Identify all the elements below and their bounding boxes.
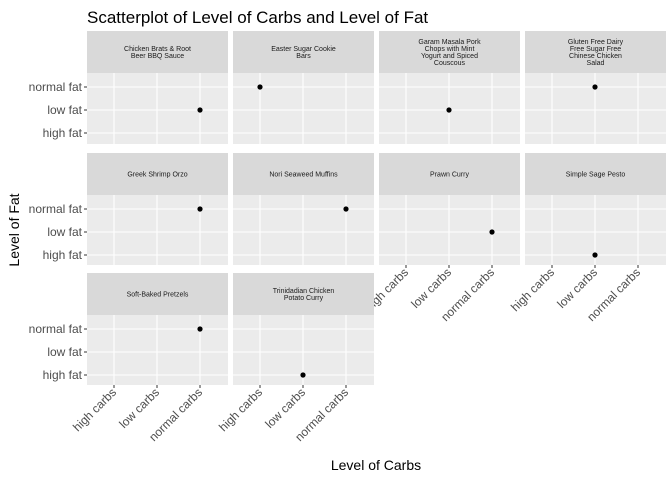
facet-strip-label: Beer BBQ Sauce [131,53,184,60]
x-axis-title: Level of Carbs [331,457,421,473]
data-point [592,252,598,258]
facet-strip-label: Salad [587,60,605,67]
facet-strip-label: Bars [296,53,311,60]
facet-strip [233,31,374,73]
y-tick-label: high fat [43,126,83,140]
facet-panel: Greek Shrimp Orzo normal fat low fat high f… [29,153,228,265]
data-point [197,326,203,332]
data-point [197,107,203,113]
facet-strip-label: Couscous [434,60,466,67]
y-tick-label: normal fat [29,202,83,216]
data-point [489,229,495,235]
y-tick-label: low fat [47,345,82,359]
chart-title: Scatterplot of Level of Carbs and Level … [87,8,428,27]
facet-strip-label: Chicken Brats & Root [124,46,191,53]
y-tick-label: normal fat [29,80,83,94]
facet-strip-label: Free Sugar Free [570,46,621,53]
facet-strip [87,153,228,195]
facet-strip-label: Gluten Free Dairy [568,39,624,46]
facet-strip-label: Simple Sage Pesto [566,172,626,179]
facet-strip-label: Garam Masala Pork [418,39,481,46]
y-axis-title: Level of Fat [6,193,22,266]
data-point [343,206,349,212]
facet-strip [233,153,374,195]
facet-strip-label: Yogurt and Spiced [421,53,478,60]
facet-strip-label: Chinese Chicken [569,53,622,60]
facet-panel: Nori Seaweed Muffins [233,153,374,265]
x-tick-label: high carbs [70,385,119,434]
data-point [197,206,203,212]
y-tick-label: high fat [43,368,83,382]
facet-strip-label: Greek Shrimp Orzo [127,172,187,179]
data-point [446,107,452,113]
x-tick-label: high carbs [216,385,265,434]
facet-strip-label: Nori Seaweed Muffins [269,172,338,179]
data-point [592,84,598,90]
facet-strip [87,273,228,315]
facet-strip-label: Trinidadian Chicken [273,288,335,295]
x-tick-label: high carbs [508,265,557,314]
facet-strip [525,31,666,73]
data-point [300,372,306,378]
facet-strip-label: Chops with Mint [425,46,475,53]
y-tick-label: low fat [47,225,82,239]
facet-strip [87,31,228,73]
y-tick-label: high fat [43,248,83,262]
facet-strip [233,273,374,315]
facet-strip-label: Prawn Curry [430,172,469,179]
facet-strip [525,153,666,195]
data-point [257,84,263,90]
facet-panel: Soft-Baked Pretzels normal fat low fat high… [29,273,228,444]
facet-strip [379,31,520,73]
y-tick-label: low fat [47,103,82,117]
facet-strip-label: Potato Curry [284,295,324,302]
facet-strip [379,153,520,195]
facet-strip-label: Soft-Baked Pretzels [127,292,189,299]
facet-strip-label: Easter Sugar Cookie [271,46,336,53]
y-tick-label: normal fat [29,322,83,336]
